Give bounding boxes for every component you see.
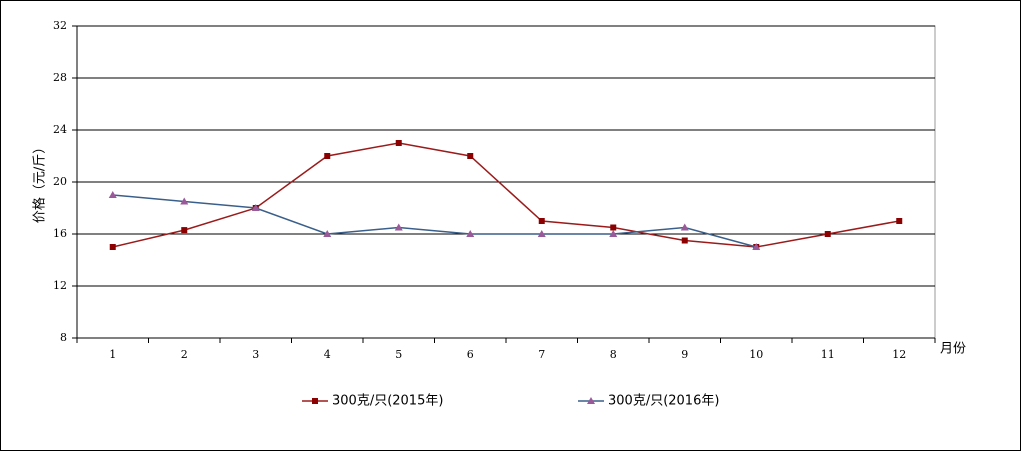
x-tick-label: 2: [181, 348, 188, 361]
x-axis-label: 月份: [940, 342, 966, 357]
x-tick-label: 5: [395, 348, 402, 361]
marker: [180, 197, 189, 205]
y-tick-label: 20: [53, 175, 67, 188]
series-line: [112, 142, 900, 248]
marker: [394, 223, 403, 231]
marker: [752, 243, 761, 250]
x-tick-label: 10: [749, 348, 763, 361]
x-tick-label: 3: [252, 348, 259, 361]
marker: [109, 244, 116, 250]
marker: [537, 230, 546, 237]
y-tick-label: 16: [53, 227, 67, 240]
y-tick-label: 12: [53, 279, 67, 292]
x-tick-label: 8: [610, 348, 617, 361]
x-tick-label: 1: [109, 348, 116, 361]
x-tick-label: 9: [681, 348, 688, 361]
marker: [587, 397, 595, 404]
marker: [609, 230, 618, 237]
x-tick-label: 7: [538, 348, 545, 361]
marker: [824, 231, 831, 237]
x-tick-label: 11: [821, 348, 835, 361]
marker: [538, 218, 545, 224]
x-tick-label: 6: [467, 348, 474, 361]
marker: [466, 230, 475, 237]
y-axis-label: 价格（元/斤）: [32, 141, 48, 223]
marker: [680, 223, 689, 231]
x-tick-label: 4: [324, 348, 331, 361]
marker: [681, 237, 688, 244]
marker: [896, 218, 903, 224]
marker: [312, 398, 318, 404]
y-tick-label: 28: [53, 71, 67, 84]
marker: [251, 204, 260, 211]
x-tick-label: 12: [892, 348, 906, 361]
marker: [181, 227, 188, 234]
series-line: [112, 194, 757, 248]
y-tick-label: 8: [60, 331, 67, 344]
marker: [610, 224, 617, 231]
y-tick-label: 24: [53, 123, 67, 136]
marker: [395, 140, 402, 146]
y-tick-label: 32: [53, 19, 67, 32]
legend-label: 300克/只(2016年): [608, 394, 719, 409]
legend-label: 300克/只(2015年): [332, 394, 443, 409]
marker: [323, 230, 332, 237]
marker: [324, 153, 331, 159]
marker: [108, 191, 117, 198]
marker: [467, 153, 474, 159]
